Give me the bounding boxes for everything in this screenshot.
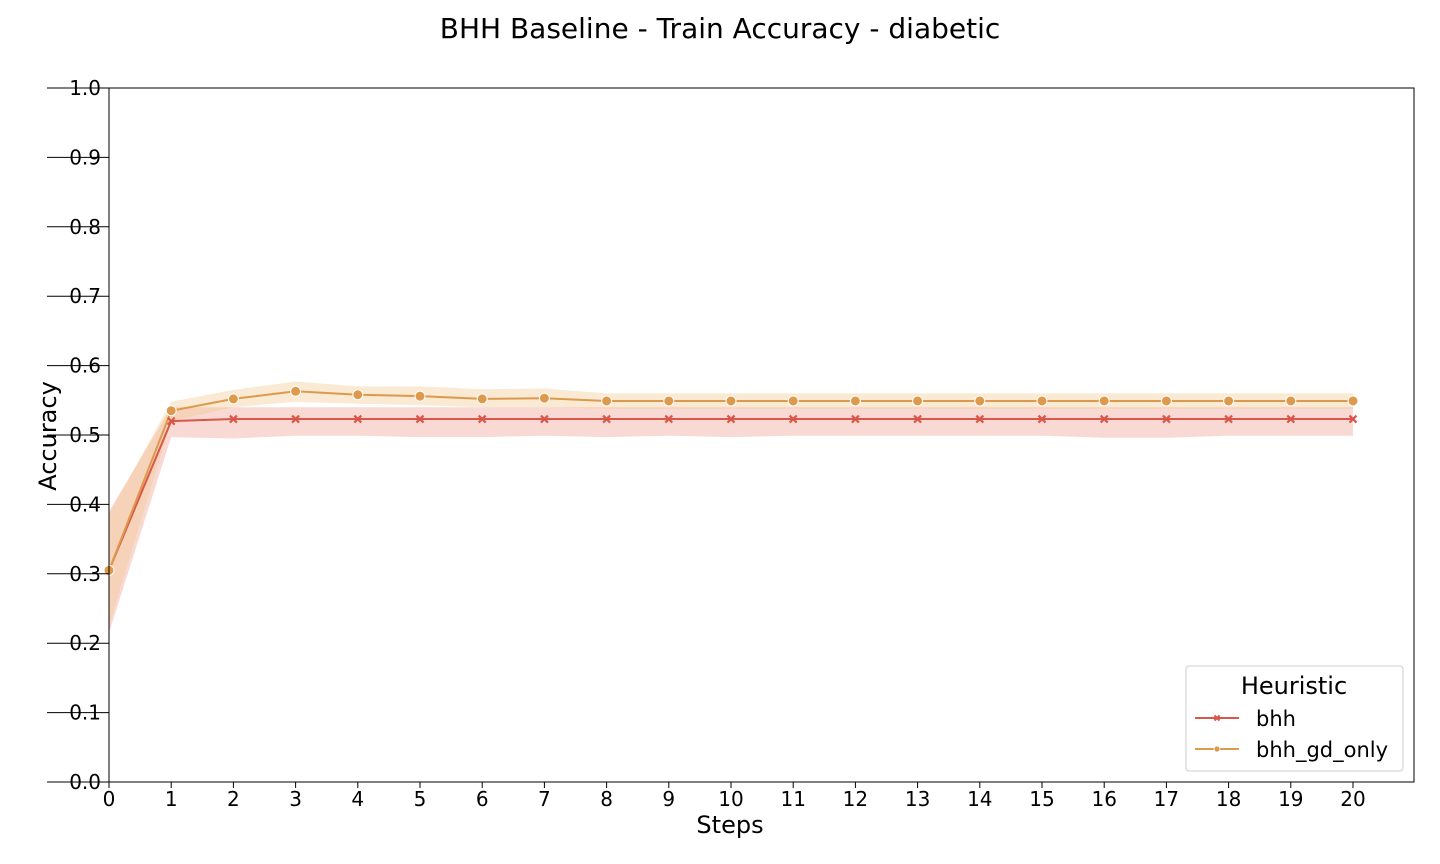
x-tick-label: 5 [414,787,427,811]
y-tick-label: 0.1 [69,701,101,725]
point-bhh_gd_only-15 [1036,395,1048,407]
x-tick-label: 17 [1154,787,1179,811]
point-bhh-20 [1348,414,1358,424]
point-bhh_gd_only-3 [290,385,302,397]
x-tick-label: 14 [967,787,992,811]
y-tick-label: 0.8 [69,215,101,239]
point-bhh_gd_only-18 [1223,395,1235,407]
point-bhh-2 [229,414,238,424]
band-bhh [109,407,1353,633]
point-bhh-17 [1162,414,1171,424]
point-bhh_gd_only-8 [601,395,613,407]
x-tick-label: 16 [1091,787,1116,811]
legend-box [1185,665,1404,772]
point-bhh-11 [788,414,798,424]
point-bhh-3 [291,414,300,424]
x-axis-title: Steps [696,811,763,839]
y-tick-label: 0.9 [69,145,101,169]
x-tick-label: 6 [476,787,489,811]
x-tick-label: 3 [289,787,302,811]
y-tick-label: 0.2 [69,631,101,655]
point-bhh_gd_only-5 [414,390,426,402]
y-axis-ticks: 0.0 0.1 0.2 0.3 0.4 0.5 0.6 0.7 0.8 0.9 1.0 [47,76,109,794]
x-tick-label: 11 [780,787,805,811]
point-bhh-12 [851,414,860,424]
point-bhh_gd_only-4 [352,389,364,401]
legend: Heuristic bhh bhh_gd_only [1185,665,1404,772]
legend-title: Heuristic [1241,672,1347,700]
point-bhh_gd_only-20 [1347,395,1359,407]
point-bhh-16 [1099,414,1109,424]
legend-items: bhh bhh_gd_only [1195,707,1388,763]
point-bhh_gd_only-9 [663,395,675,407]
point-bhh_gd_only-7 [538,392,550,404]
point-bhh_gd_only-16 [1098,395,1110,407]
point-bhh-4 [353,414,363,424]
point-bhh-19 [1286,414,1296,424]
x-tick-label: 7 [538,787,551,811]
point-bhh-5 [415,414,425,424]
point-bhh-8 [602,414,611,424]
legend-label: bhh_gd_only [1256,738,1388,763]
x-tick-label: 2 [227,787,240,811]
point-bhh-13 [913,414,922,424]
chart-title: BHH Baseline - Train Accuracy - diabetic [440,12,1001,45]
y-axis-title: Accuracy [34,381,62,491]
point-bhh_gd_only-19 [1285,395,1297,407]
legend-item-bhh: bhh [1195,707,1296,731]
point-bhh-18 [1224,414,1233,424]
x-tick-label: 0 [103,787,116,811]
x-tick-label: 19 [1278,787,1303,811]
point-bhh-1 [166,416,176,426]
point-bhh-9 [664,414,674,424]
y-tick-label: 0.7 [69,284,101,308]
point-bhh-7 [540,414,549,424]
point-bhh-15 [1037,414,1047,424]
point-bhh_gd_only-11 [787,395,799,407]
y-tick-label: 1.0 [69,76,101,100]
line-bhh [108,418,1353,571]
y-tick-label: 0.0 [69,770,101,794]
x-axis-ticks: 0 1 2 3 4 5 6 7 8 9 10 11 12 13 14 15 16 17 18 19 20 [103,782,1366,811]
x-tick-label: 20 [1340,787,1365,811]
x-tick-label: 9 [662,787,675,811]
point-bhh_gd_only-12 [849,395,861,407]
point-bhh-6 [477,414,487,424]
y-tick-label: 0.6 [69,354,101,378]
point-bhh_gd_only-14 [974,395,986,407]
point-bhh_gd_only-2 [227,393,239,405]
x-tick-label: 1 [165,787,178,811]
x-tick-label: 13 [905,787,930,811]
point-bhh-10 [726,414,736,424]
point-bhh_gd_only-13 [912,395,924,407]
x-tick-label: 12 [843,787,868,811]
legend-item-bhh_gd_only: bhh_gd_only [1195,738,1388,763]
legend-marker [1213,714,1221,722]
series-markers [103,385,1359,576]
x-tick-label: 18 [1216,787,1241,811]
point-bhh-14 [975,414,985,424]
point-bhh_gd_only-10 [725,395,737,407]
y-tick-label: 0.3 [69,562,101,586]
x-tick-label: 15 [1029,787,1054,811]
x-tick-label: 8 [600,787,613,811]
x-tick-label: 10 [718,787,743,811]
point-bhh_gd_only-1 [165,405,177,417]
y-tick-label: 0.5 [69,423,101,447]
legend-marker [1213,745,1221,753]
x-tick-label: 4 [351,787,364,811]
legend-label: bhh [1256,707,1296,731]
y-tick-label: 0.4 [69,492,101,516]
point-bhh_gd_only-6 [476,393,488,405]
point-bhh_gd_only-17 [1160,395,1172,407]
